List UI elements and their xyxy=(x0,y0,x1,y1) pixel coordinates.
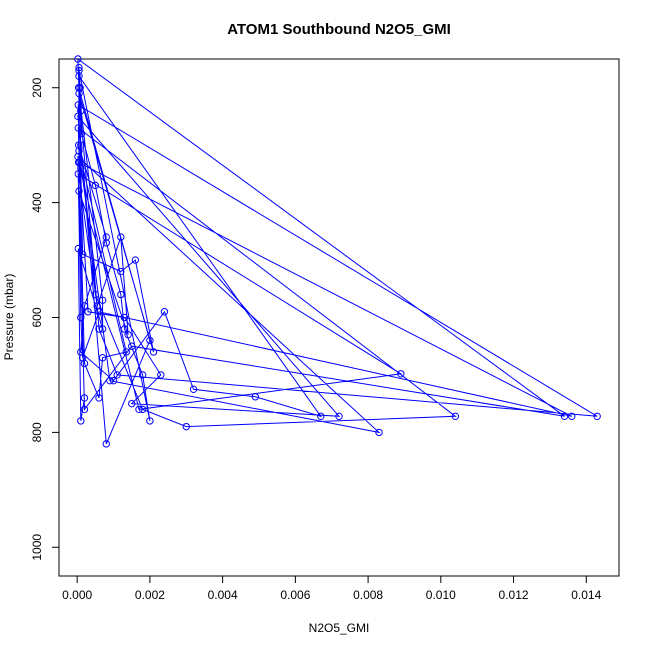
data-point xyxy=(77,129,86,138)
data-point xyxy=(78,354,87,362)
data-point xyxy=(560,412,569,421)
series-line xyxy=(77,57,598,445)
data-point xyxy=(98,296,107,304)
data-point xyxy=(251,393,260,401)
x-tick-label: 0.008 xyxy=(353,588,383,602)
data-point xyxy=(102,440,110,448)
data-point xyxy=(93,302,101,310)
data-point xyxy=(74,101,82,109)
x-tick-label: 0.006 xyxy=(280,588,310,602)
y-tick-label: 400 xyxy=(30,192,44,212)
data-point xyxy=(135,405,143,414)
data-point xyxy=(75,89,83,98)
data-point xyxy=(106,376,114,385)
data-point xyxy=(146,336,154,345)
data-point xyxy=(91,290,100,299)
x-tick-label: 0.000 xyxy=(62,588,92,602)
x-tick-label: 0.004 xyxy=(208,588,238,602)
x-axis: 0.000 0.002 0.004 0.006 0.008 0.010 0.012 0.014 xyxy=(62,575,602,602)
data-point xyxy=(124,331,132,339)
series-layer xyxy=(74,55,601,448)
y-axis-label: Pressure (mbar) xyxy=(2,274,16,361)
data-point xyxy=(102,239,110,247)
y-tick-label: 1000 xyxy=(30,534,44,561)
x-tick-label: 0.012 xyxy=(499,588,529,602)
data-point xyxy=(157,371,165,379)
x-axis-label: N2O5_GMI xyxy=(309,621,370,635)
data-point xyxy=(113,371,121,379)
x-tick-label: 0.002 xyxy=(135,588,165,602)
data-point xyxy=(80,394,89,402)
data-point xyxy=(91,181,100,190)
data-point xyxy=(335,412,343,421)
data-point xyxy=(593,412,601,421)
data-point xyxy=(74,152,82,161)
data-point xyxy=(74,141,83,149)
data-point xyxy=(75,66,83,75)
data-point xyxy=(375,428,383,437)
data-point xyxy=(74,124,82,132)
data-point xyxy=(74,84,83,92)
data-point xyxy=(75,63,83,72)
data-point xyxy=(78,250,87,259)
data-point xyxy=(74,55,82,63)
data-point xyxy=(80,302,89,310)
data-point xyxy=(74,112,82,121)
data-point xyxy=(117,233,125,241)
data-point xyxy=(74,158,83,167)
data-point xyxy=(189,385,198,394)
data-point xyxy=(568,412,576,421)
data-point xyxy=(149,348,158,356)
data-point xyxy=(75,72,83,80)
data-point xyxy=(74,170,82,178)
data-point xyxy=(117,267,125,276)
data-point xyxy=(120,325,129,333)
data-point xyxy=(131,256,140,264)
y-tick-label: 800 xyxy=(30,422,44,442)
y-axis: 200 400 600 800 1000 xyxy=(30,77,60,561)
data-point xyxy=(128,399,136,408)
data-point xyxy=(75,187,83,195)
data-point xyxy=(317,412,325,421)
data-point xyxy=(74,244,82,253)
data-point xyxy=(109,376,118,385)
data-point xyxy=(95,325,103,333)
data-point xyxy=(84,308,92,316)
x-tick-label: 0.010 xyxy=(426,588,456,602)
data-point xyxy=(77,141,85,149)
data-point xyxy=(120,313,129,322)
data-point xyxy=(102,233,110,241)
y-tick-label: 200 xyxy=(30,77,44,97)
data-point xyxy=(95,394,103,402)
data-point xyxy=(80,405,89,414)
data-point xyxy=(117,290,125,299)
data-point xyxy=(451,412,460,421)
data-point xyxy=(397,370,405,378)
data-point xyxy=(77,313,85,322)
data-point xyxy=(182,422,190,431)
data-point xyxy=(98,354,107,362)
data-point xyxy=(138,371,147,379)
x-tick-label: 0.014 xyxy=(571,588,601,602)
chart-title: ATOM1 Southbound N2O5_GMI xyxy=(227,21,451,38)
data-point xyxy=(138,405,147,414)
data-point xyxy=(146,417,154,425)
data-point xyxy=(160,308,169,316)
y-tick-label: 600 xyxy=(30,307,44,327)
data-point xyxy=(98,325,107,333)
data-point xyxy=(77,417,85,425)
data-point xyxy=(122,348,130,356)
data-point xyxy=(128,342,136,350)
